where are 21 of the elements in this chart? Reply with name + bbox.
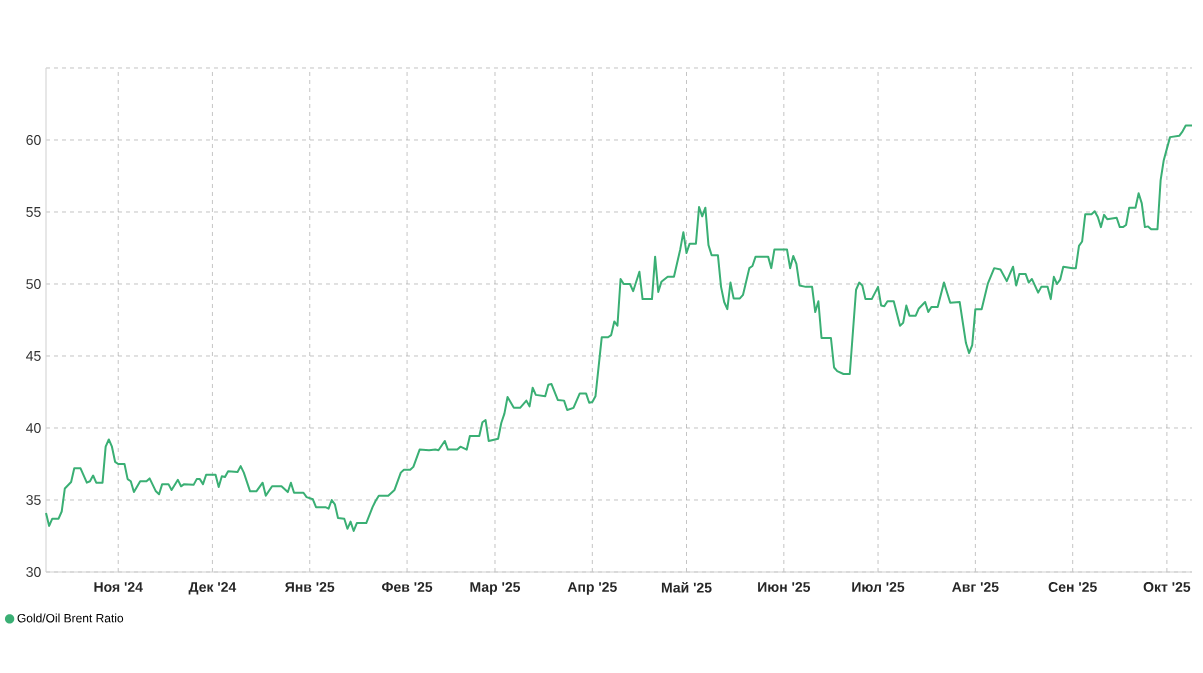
y-tick-label: 55	[26, 207, 41, 217]
y-tick-label: 40	[26, 423, 41, 433]
x-tick-label: Июн '25	[758, 582, 811, 592]
x-tick-label: Сен '25	[1048, 582, 1097, 592]
x-tick-label: Мар '25	[470, 582, 521, 595]
line-series	[45, 124, 1194, 532]
x-tick-label: Май '25	[661, 582, 712, 593]
x-tick-label: Авг '25	[952, 582, 999, 592]
x-tick-label: Фев '25	[381, 582, 433, 592]
y-tick-label: 30	[26, 567, 41, 577]
x-tick-label: Янв '25	[285, 582, 335, 592]
x-tick-label: Июл '25	[852, 582, 905, 592]
x-tick-label: Апр '25	[567, 582, 617, 595]
legend-label: Gold/Oil Brent Ratio	[17, 613, 124, 623]
y-tick-label: 50	[26, 279, 41, 289]
x-tick-label: Окт '25	[1143, 582, 1191, 592]
y-tick-label: 45	[26, 351, 41, 361]
y-tick-label: 60	[26, 135, 41, 145]
x-tick-label: Дек '24	[188, 582, 237, 595]
y-tick-label: 35	[26, 495, 41, 505]
x-tick-label: Ноя '24	[94, 582, 143, 592]
